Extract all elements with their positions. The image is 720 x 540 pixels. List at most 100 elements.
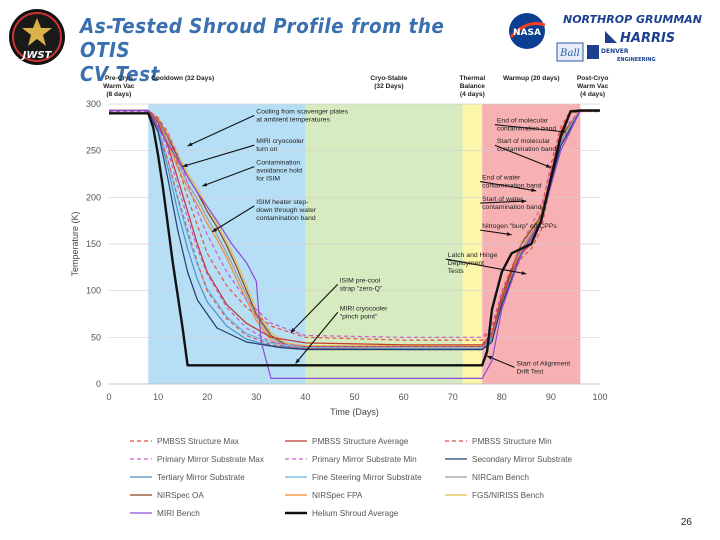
phase-header-5: Post-Cryo Warm Vac (4 days) <box>577 75 609 98</box>
annotation-line: contamination band <box>482 204 542 211</box>
nasa-logo-text: NASA <box>513 28 541 38</box>
phase-header-3: Thermal Balance (4 days) <box>460 75 486 98</box>
northrop-logo: NORTHROP GRUMMAN <box>563 13 702 26</box>
x-axis-label: Time (Days) <box>330 407 379 417</box>
annotation-text-7: Start of water contamination band <box>482 196 542 211</box>
y-tick-label: 200 <box>86 192 101 202</box>
legend-label: MIRI Bench <box>157 509 200 518</box>
phase-header-1: Cooldown (32 Days) <box>151 75 214 82</box>
legend-label: Primary Mirror Substrate Max <box>157 455 264 464</box>
annotation-line: contamination band <box>497 146 557 153</box>
phase-header-line: Warm Vac <box>577 83 609 90</box>
annotation-text-12: Start of Alignment Drift Test <box>517 360 571 375</box>
annotation-line: End of water <box>482 175 521 182</box>
phase-headers: Pre-Cryo Warm Vac (8 days)Cooldown (32 Day… <box>103 75 608 98</box>
annotation-arrowhead-9 <box>521 271 527 275</box>
annotation-arrowhead-1 <box>182 163 188 168</box>
annotation-text-6: End of water contamination band <box>482 175 542 190</box>
annotation-text-11: MIRI cryocooler "pinch point" <box>340 305 388 320</box>
axes: 0 50 100 150 200 250 300 0 10 20 30 40 50 60 70 80 90 100… <box>70 99 608 417</box>
annotations: Cooling from scavenger plates at ambient … <box>182 108 571 375</box>
annotation-arrow-9 <box>445 258 527 275</box>
x-tick-label: 10 <box>153 392 163 402</box>
annotation-arrow-10 <box>290 283 339 334</box>
title-line-2: CV Test <box>80 62 160 86</box>
annotation-text-4: End of molecular contamination band <box>497 118 557 133</box>
annotation-line: contamination band <box>497 126 557 133</box>
jwst-logo-text: JWST <box>21 50 53 61</box>
nasa-logo: NASA <box>509 13 546 49</box>
annotation-line: Nitrogen "burp" off CPPs <box>482 223 557 230</box>
annotation-line: Deployment <box>448 260 484 267</box>
x-tick-label: 40 <box>300 392 310 402</box>
annotation-arrow-0 <box>187 114 255 147</box>
annotation-text-9: Latch and Hinge Deployment Tests <box>448 252 498 275</box>
annotation-line: Start of Alignment <box>517 360 571 367</box>
x-tick-label: 70 <box>448 392 458 402</box>
legend-label: PMBSS Structure Min <box>472 437 552 446</box>
annotation-text-5: Start of molecular contamination band <box>497 138 557 153</box>
annotation-line: "pinch point" <box>340 313 378 320</box>
series-line-pmbss-structure-max <box>109 109 600 341</box>
annotation-arrowhead-5 <box>545 164 551 168</box>
phase-header-line: (4 days) <box>580 91 605 98</box>
annotation-line: Start of water <box>482 196 523 203</box>
annotation-line: End of molecular <box>497 118 549 125</box>
phase-header-line: Warmup (20 days) <box>503 75 560 82</box>
annotation-line: contamination band <box>256 215 316 222</box>
annotation-text-3: ISIM heater step-down through water conta… <box>256 199 316 222</box>
y-tick-label: 100 <box>86 286 101 296</box>
series-line-primary-mirror-substrate-max <box>109 109 600 338</box>
partner-logos: NASA NORTHROP GRUMMAN HARRIS Ball DENVER… <box>509 13 702 63</box>
legend-label: Tertiary Mirror Substrate <box>157 473 245 482</box>
legend-label: Secondary Mirror Substrate <box>472 455 573 464</box>
annotation-text-0: Cooling from scavenger plates at ambient … <box>256 108 348 123</box>
annotation-line: Drift Test <box>517 368 544 375</box>
x-tick-label: 90 <box>546 392 556 402</box>
y-tick-label: 300 <box>86 99 101 109</box>
legend-label: Primary Mirror Substrate Min <box>312 455 417 464</box>
shroud-profile-chart: Pre-Cryo Warm Vac (8 days)Cooldown (32 Day… <box>70 75 609 518</box>
page-title: As-Tested Shroud Profile from the OTIS C… <box>80 14 466 86</box>
x-tick-label: 0 <box>106 392 111 402</box>
engineering-logo-text: ENGINEERING <box>617 57 656 63</box>
series-line-miri-bench <box>109 109 600 379</box>
annotation-arrowhead-4 <box>560 129 566 134</box>
phase-header-line: Balance <box>460 83 486 90</box>
phase-header-line: Post-Cryo <box>577 75 609 82</box>
x-tick-label: 60 <box>399 392 409 402</box>
annotation-arrow-6 <box>480 181 537 192</box>
phase-header-line: Warm Vac <box>103 83 135 90</box>
x-tick-label: 20 <box>202 392 212 402</box>
denver-logo-text: DENVER <box>601 48 629 55</box>
annotation-arrowhead-3 <box>212 227 218 232</box>
phase-header-line: Thermal <box>460 75 486 82</box>
ball-logo-text: Ball <box>559 48 580 59</box>
page-number: 26 <box>680 517 692 528</box>
x-tick-label: 100 <box>592 392 607 402</box>
annotation-arrow-12 <box>486 355 515 368</box>
series-line-helium-shroud-average <box>109 109 600 367</box>
x-tick-label: 30 <box>251 392 261 402</box>
phase-header-line: (8 days) <box>106 91 131 98</box>
annotation-line: contamination band <box>482 183 542 190</box>
y-axis-label: Temperature (K) <box>70 211 80 276</box>
annotation-arrow-5 <box>494 144 552 168</box>
x-tick-label: 50 <box>349 392 359 402</box>
legend-label: NIRSpec OA <box>157 491 204 500</box>
annotation-arrowhead-10 <box>290 328 296 333</box>
annotation-line: Latch and Hinge <box>448 252 498 259</box>
annotation-line: ISIM pre-cool <box>340 277 381 284</box>
legend-label: NIRCam Bench <box>472 473 529 482</box>
annotation-arrow-1 <box>182 144 255 168</box>
annotation-line: Contamination <box>256 160 300 167</box>
annotation-arrowhead-8 <box>506 232 512 236</box>
legend-label: PMBSS Structure Max <box>157 437 239 446</box>
phase-header-line: (4 days) <box>460 91 485 98</box>
annotation-line: strap "zero-Q" <box>340 285 383 292</box>
y-tick-label: 50 <box>91 332 101 342</box>
annotation-arrowhead-11 <box>295 358 300 364</box>
y-tick-label: 250 <box>86 146 101 156</box>
phase-header-4: Warmup (20 days) <box>503 75 560 82</box>
annotation-text-2: Contamination avoidance hold for ISIM <box>256 160 302 183</box>
